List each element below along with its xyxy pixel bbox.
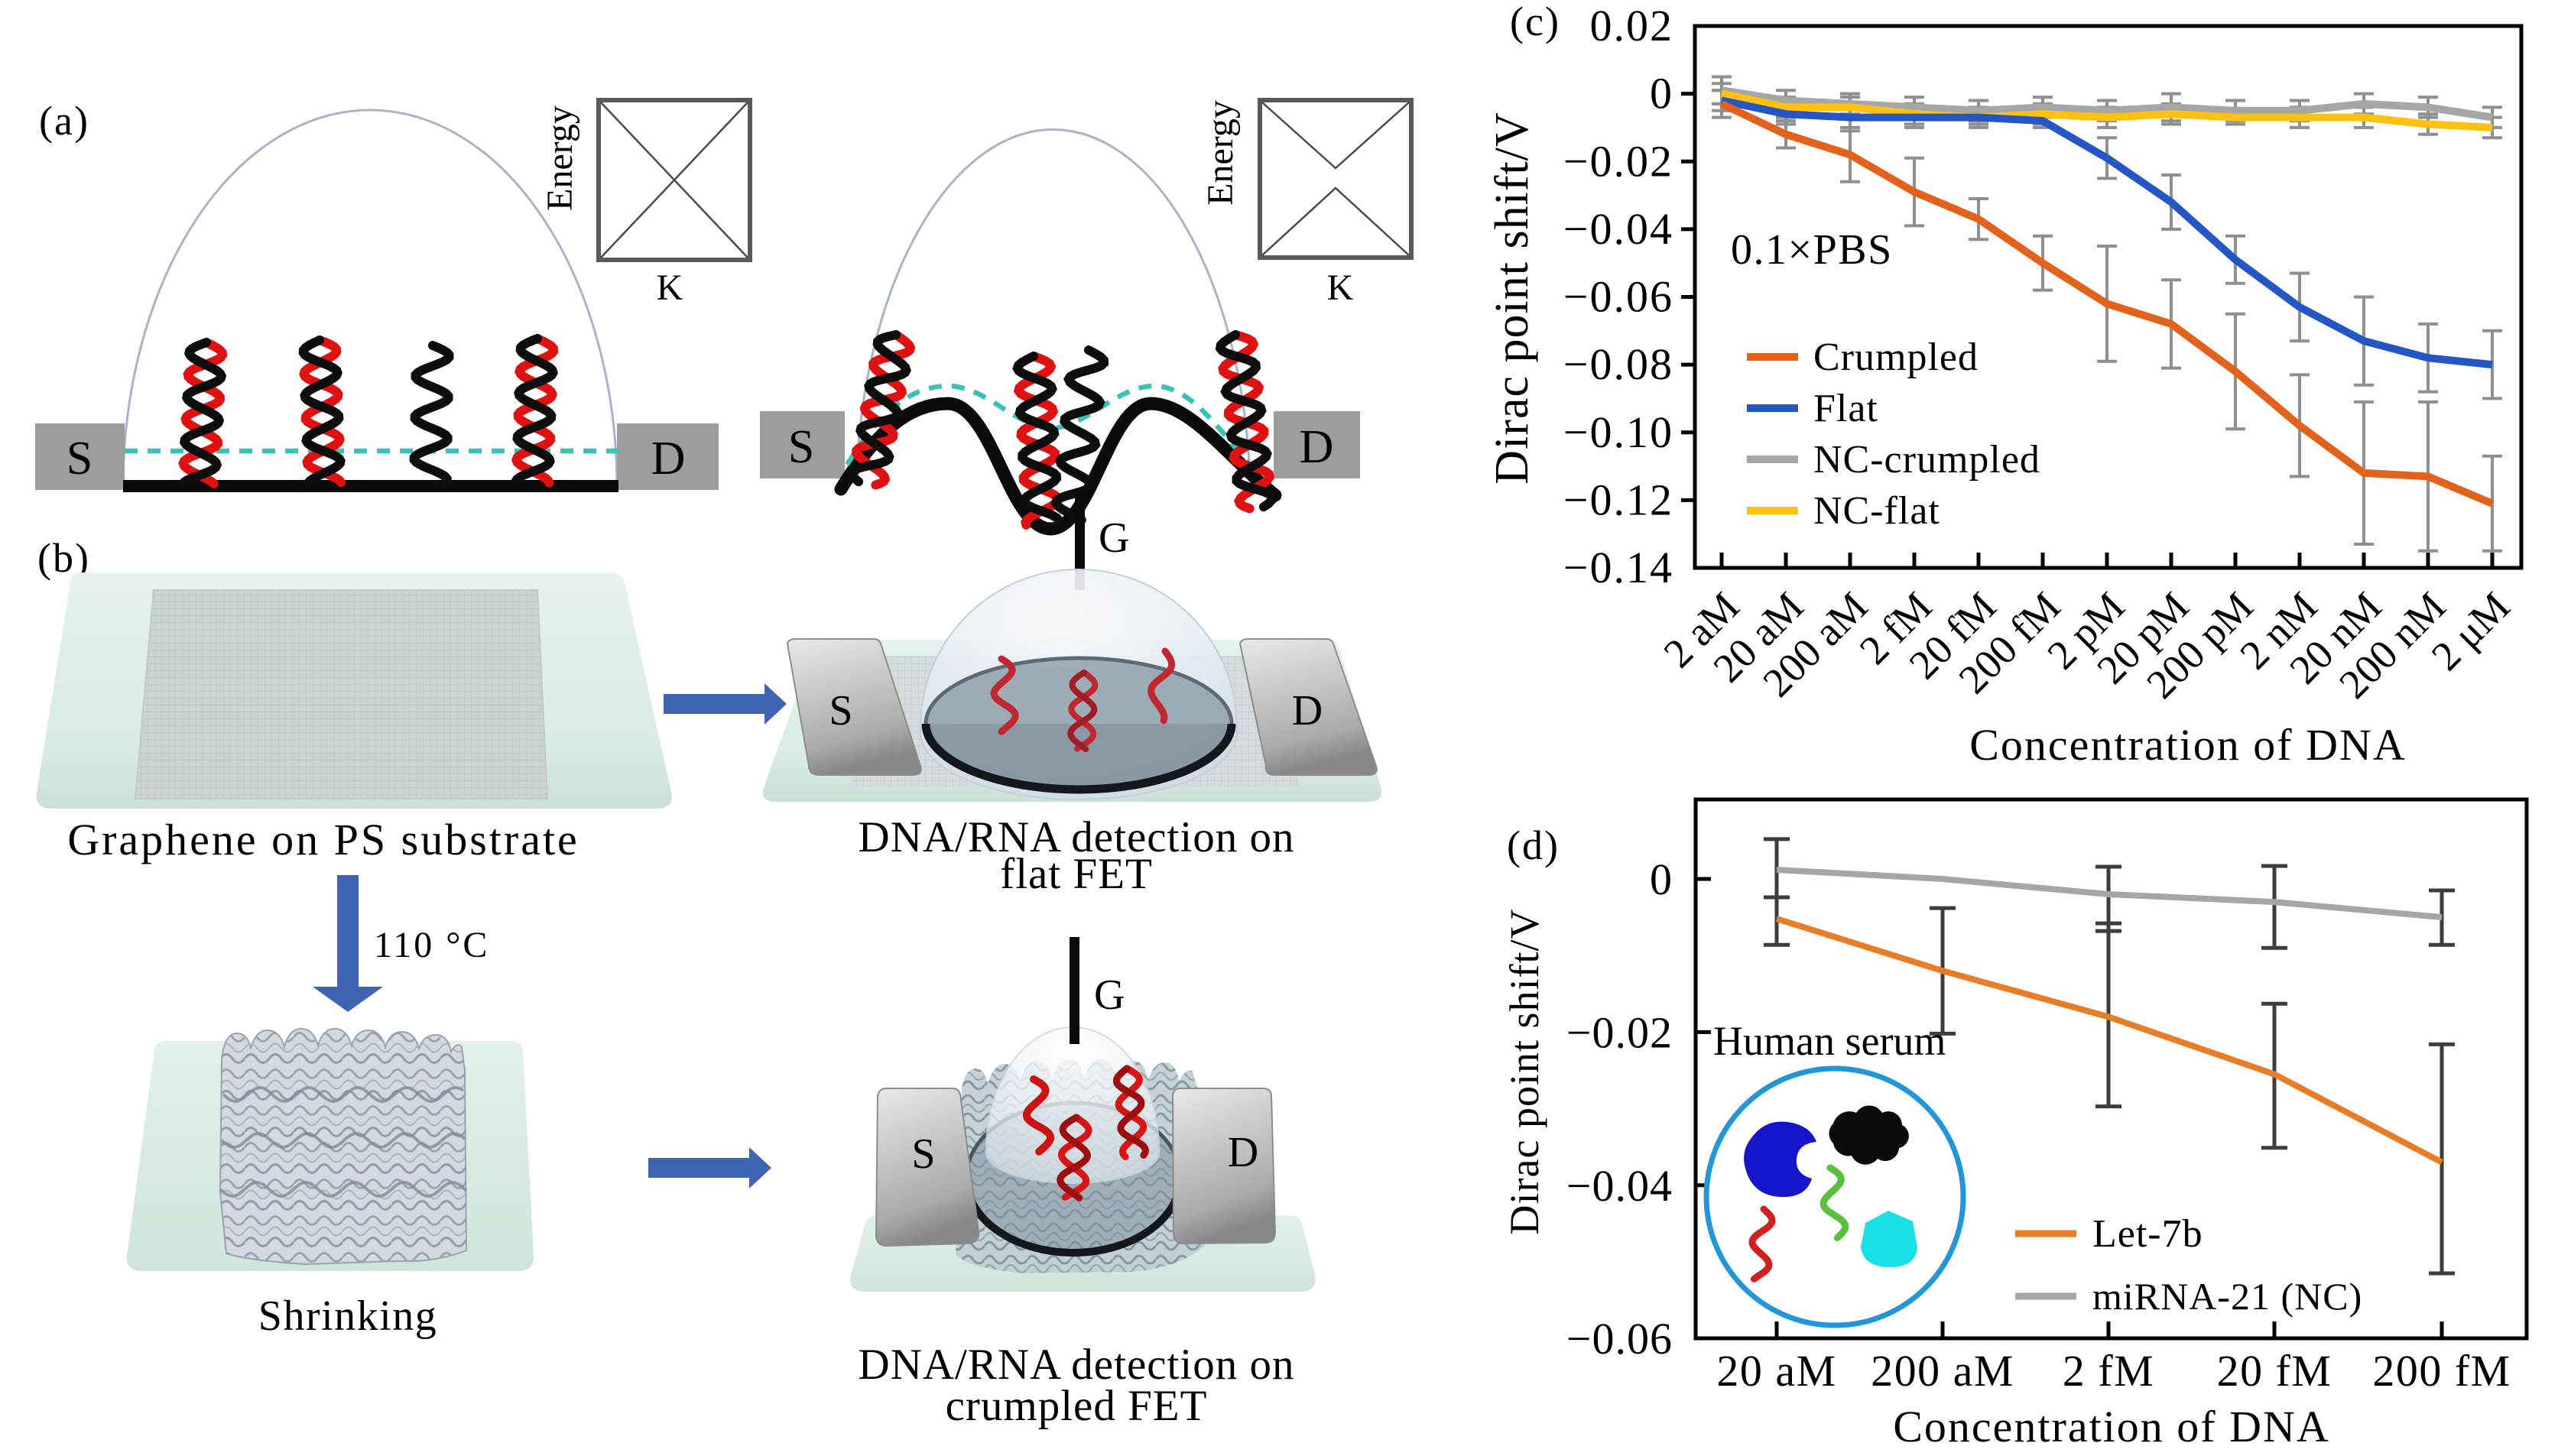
svg-text:K: K: [657, 268, 683, 308]
svg-text:0.1×PBS: 0.1×PBS: [1731, 226, 1893, 274]
svg-text:Let-7b: Let-7b: [2092, 1212, 2203, 1256]
svg-text:Crumpled: Crumpled: [1813, 336, 1979, 379]
svg-text:S: S: [788, 421, 814, 473]
svg-text:crumpled FET: crumpled FET: [946, 1382, 1208, 1430]
svg-text:Dirac point shift/V: Dirac point shift/V: [1486, 112, 1538, 484]
svg-text:200 aM: 200 aM: [1871, 1346, 2014, 1396]
svg-text:D: D: [1300, 421, 1334, 473]
svg-text:−0.04: −0.04: [1563, 204, 1673, 254]
svg-text:NC-crumpled: NC-crumpled: [1813, 438, 2040, 482]
svg-text:−0.04: −0.04: [1566, 1161, 1673, 1211]
svg-text:Dirac point shift/V: Dirac point shift/V: [1501, 909, 1547, 1235]
svg-text:K: K: [1327, 268, 1354, 308]
svg-text:200 fM: 200 fM: [2372, 1346, 2511, 1396]
svg-text:0: 0: [1650, 854, 1673, 904]
svg-text:S: S: [911, 1130, 935, 1178]
svg-text:−0.06: −0.06: [1563, 272, 1673, 322]
svg-text:G: G: [1094, 971, 1125, 1019]
svg-text:G: G: [1099, 514, 1129, 562]
svg-text:0: 0: [1650, 69, 1673, 118]
svg-text:miRNA-21 (NC): miRNA-21 (NC): [2092, 1275, 2362, 1318]
svg-text:S: S: [829, 687, 852, 734]
svg-text:Concentration of DNA: Concentration of DNA: [1969, 720, 2407, 770]
svg-text:DNA/RNA detection on: DNA/RNA detection on: [859, 813, 1295, 861]
svg-text:−0.02: −0.02: [1563, 136, 1673, 186]
svg-text:Concentration of DNA: Concentration of DNA: [1893, 1402, 2330, 1451]
svg-text:(a): (a): [39, 98, 89, 144]
svg-text:Energy: Energy: [1200, 100, 1241, 206]
svg-text:0.02: 0.02: [1590, 1, 1674, 50]
svg-text:Shrinking: Shrinking: [258, 1292, 437, 1340]
svg-text:D: D: [1228, 1129, 1258, 1176]
svg-text:2 fM: 2 fM: [2063, 1346, 2154, 1396]
svg-text:20 fM: 20 fM: [2217, 1346, 2332, 1396]
svg-text:(c): (c): [1510, 0, 1560, 44]
svg-text:D: D: [651, 433, 686, 485]
svg-text:Energy: Energy: [540, 105, 580, 211]
svg-text:−0.12: −0.12: [1563, 475, 1673, 524]
svg-text:20 aM: 20 aM: [1716, 1346, 1836, 1396]
svg-text:NC-flat: NC-flat: [1813, 489, 1940, 533]
svg-text:flat FET: flat FET: [1000, 850, 1153, 898]
svg-text:−0.08: −0.08: [1563, 339, 1673, 389]
svg-text:Flat: Flat: [1813, 387, 1878, 430]
svg-text:(d): (d): [1507, 822, 1560, 868]
svg-text:−0.10: −0.10: [1563, 407, 1673, 457]
svg-text:S: S: [67, 433, 93, 485]
svg-text:110 °C: 110 °C: [374, 925, 489, 965]
svg-text:Human serum: Human serum: [1713, 1018, 1946, 1064]
svg-text:−0.14: −0.14: [1563, 543, 1673, 592]
svg-text:Graphene on PS substrate: Graphene on PS substrate: [67, 815, 579, 864]
svg-text:−0.06: −0.06: [1566, 1314, 1673, 1364]
svg-text:−0.02: −0.02: [1566, 1007, 1673, 1057]
svg-text:DNA/RNA detection on: DNA/RNA detection on: [859, 1341, 1295, 1389]
svg-text:D: D: [1292, 687, 1323, 734]
